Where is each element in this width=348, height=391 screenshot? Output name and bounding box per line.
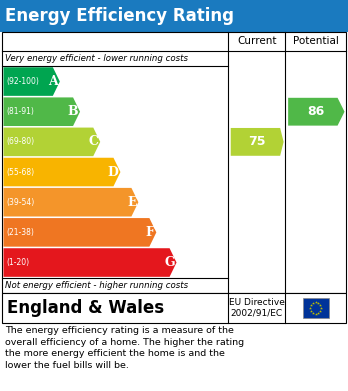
Bar: [2, 32, 346, 293]
Text: E: E: [127, 196, 137, 209]
Polygon shape: [3, 67, 60, 96]
Bar: [2, 293, 346, 323]
Text: The energy efficiency rating is a measure of the
overall efficiency of a home. T: The energy efficiency rating is a measur…: [5, 326, 244, 370]
Polygon shape: [3, 218, 156, 247]
Text: Potential: Potential: [293, 36, 339, 47]
Bar: [0, 0, 348, 32]
Polygon shape: [3, 248, 176, 277]
Text: G: G: [164, 256, 175, 269]
Bar: [303, 298, 329, 318]
Text: F: F: [146, 226, 155, 239]
Text: Energy Efficiency Rating: Energy Efficiency Rating: [5, 7, 234, 25]
Text: B: B: [68, 105, 78, 118]
Text: A: A: [48, 75, 58, 88]
Text: 75: 75: [248, 135, 266, 148]
Text: Very energy efficient - lower running costs: Very energy efficient - lower running co…: [5, 54, 188, 63]
Polygon shape: [3, 158, 120, 187]
Text: 86: 86: [308, 105, 325, 118]
Polygon shape: [288, 98, 345, 126]
Text: (1-20): (1-20): [6, 258, 29, 267]
Text: Not energy efficient - higher running costs: Not energy efficient - higher running co…: [5, 281, 188, 290]
Polygon shape: [3, 188, 139, 217]
Text: (81-91): (81-91): [6, 107, 34, 116]
Text: D: D: [108, 165, 119, 179]
Text: Current: Current: [237, 36, 276, 47]
Polygon shape: [231, 128, 284, 156]
Text: (69-80): (69-80): [6, 137, 34, 146]
Text: England & Wales: England & Wales: [7, 299, 164, 317]
Text: (39-54): (39-54): [6, 198, 34, 207]
Polygon shape: [3, 97, 80, 126]
Text: C: C: [88, 135, 98, 148]
Text: (92-100): (92-100): [6, 77, 39, 86]
Text: EU Directive
2002/91/EC: EU Directive 2002/91/EC: [229, 298, 285, 317]
Text: (55-68): (55-68): [6, 167, 34, 177]
Text: (21-38): (21-38): [6, 228, 34, 237]
Polygon shape: [3, 127, 100, 156]
